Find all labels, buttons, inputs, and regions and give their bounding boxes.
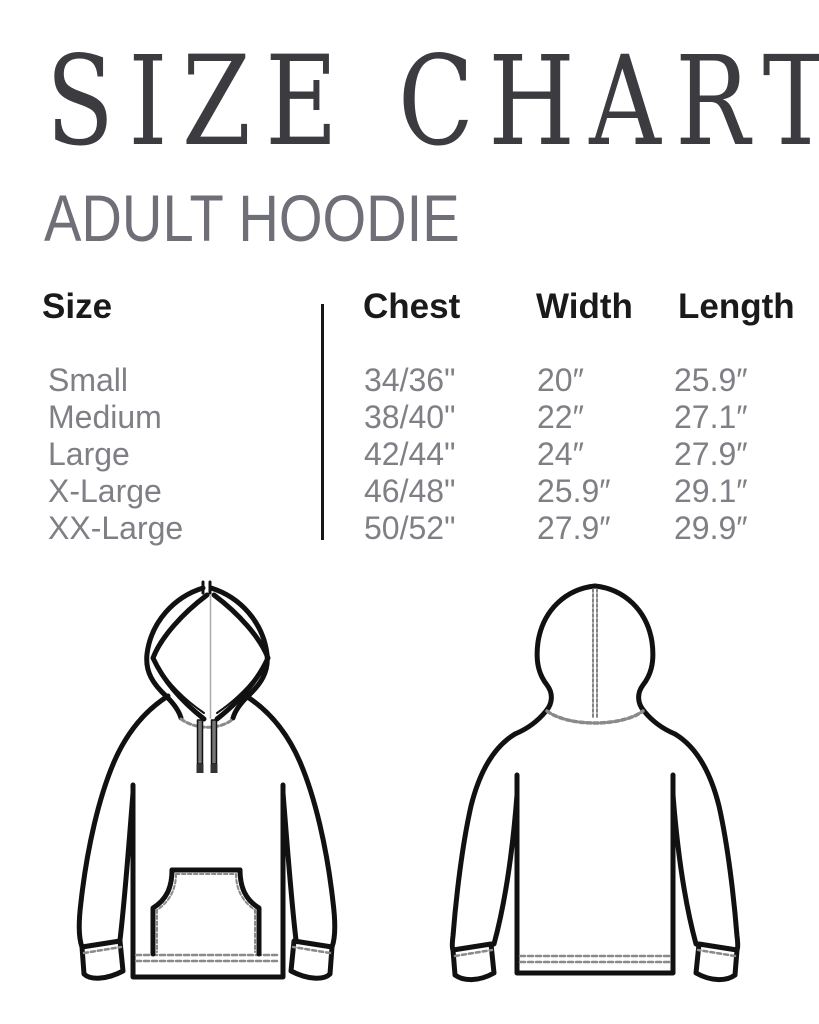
hoodie-front-hood	[144, 580, 271, 729]
size-cell: Small	[48, 362, 129, 398]
table-row: XX-Large 50/52" 27.9″ 29.9″	[0, 510, 819, 547]
width-cell: 25.9″	[537, 473, 611, 509]
chest-cell: 42/44"	[364, 436, 456, 472]
size-table-body: Small 34/36" 20″ 25.9″ Medium 38/40" 22″…	[0, 362, 819, 547]
length-cell: 29.9″	[674, 510, 748, 546]
page-subtitle: ADULT HOODIE	[44, 181, 460, 255]
table-row: Medium 38/40" 22″ 27.1″	[0, 399, 819, 436]
hoodie-back-hood	[512, 583, 678, 737]
hoodie-front-pocket	[150, 867, 262, 957]
hoodie-front-cuffs	[79, 938, 335, 981]
hoodie-front-illustration	[76, 580, 338, 981]
table-row: Large 42/44" 24″ 27.9″	[0, 436, 819, 473]
hoodie-front-body	[76, 693, 338, 980]
width-cell: 22″	[537, 399, 584, 435]
chest-cell: 34/36"	[364, 362, 456, 398]
chest-cell: 38/40"	[364, 399, 456, 435]
hoodie-back-cuffs	[450, 941, 740, 983]
column-header-size: Size	[42, 287, 113, 326]
length-cell: 29.1″	[674, 473, 748, 509]
table-row: X-Large 46/48" 25.9″ 29.1″	[0, 473, 819, 510]
chest-cell: 46/48"	[364, 473, 456, 509]
table-divider-line	[321, 304, 324, 540]
column-header-chest: Chest	[363, 287, 461, 326]
width-cell: 27.9″	[537, 510, 611, 546]
length-cell: 27.9″	[674, 436, 748, 472]
column-header-length: Length	[678, 287, 795, 326]
size-cell: Medium	[48, 399, 162, 435]
hoodie-back-body	[449, 731, 741, 976]
size-cell: Large	[48, 436, 130, 472]
size-cell: XX-Large	[48, 510, 184, 546]
chest-cell: 50/52"	[364, 510, 456, 546]
table-row: Small 34/36" 20″ 25.9″	[0, 362, 819, 399]
hoodie-back-illustration	[449, 583, 741, 983]
page-title: SIZE CHART	[46, 30, 819, 174]
width-cell: 24″	[537, 436, 584, 472]
size-cell: X-Large	[48, 473, 162, 509]
length-cell: 27.1″	[674, 399, 748, 435]
length-cell: 25.9″	[674, 362, 748, 398]
column-header-width: Width	[536, 287, 633, 326]
width-cell: 20″	[537, 362, 584, 398]
hoodie-front-drawstrings	[196, 719, 218, 773]
